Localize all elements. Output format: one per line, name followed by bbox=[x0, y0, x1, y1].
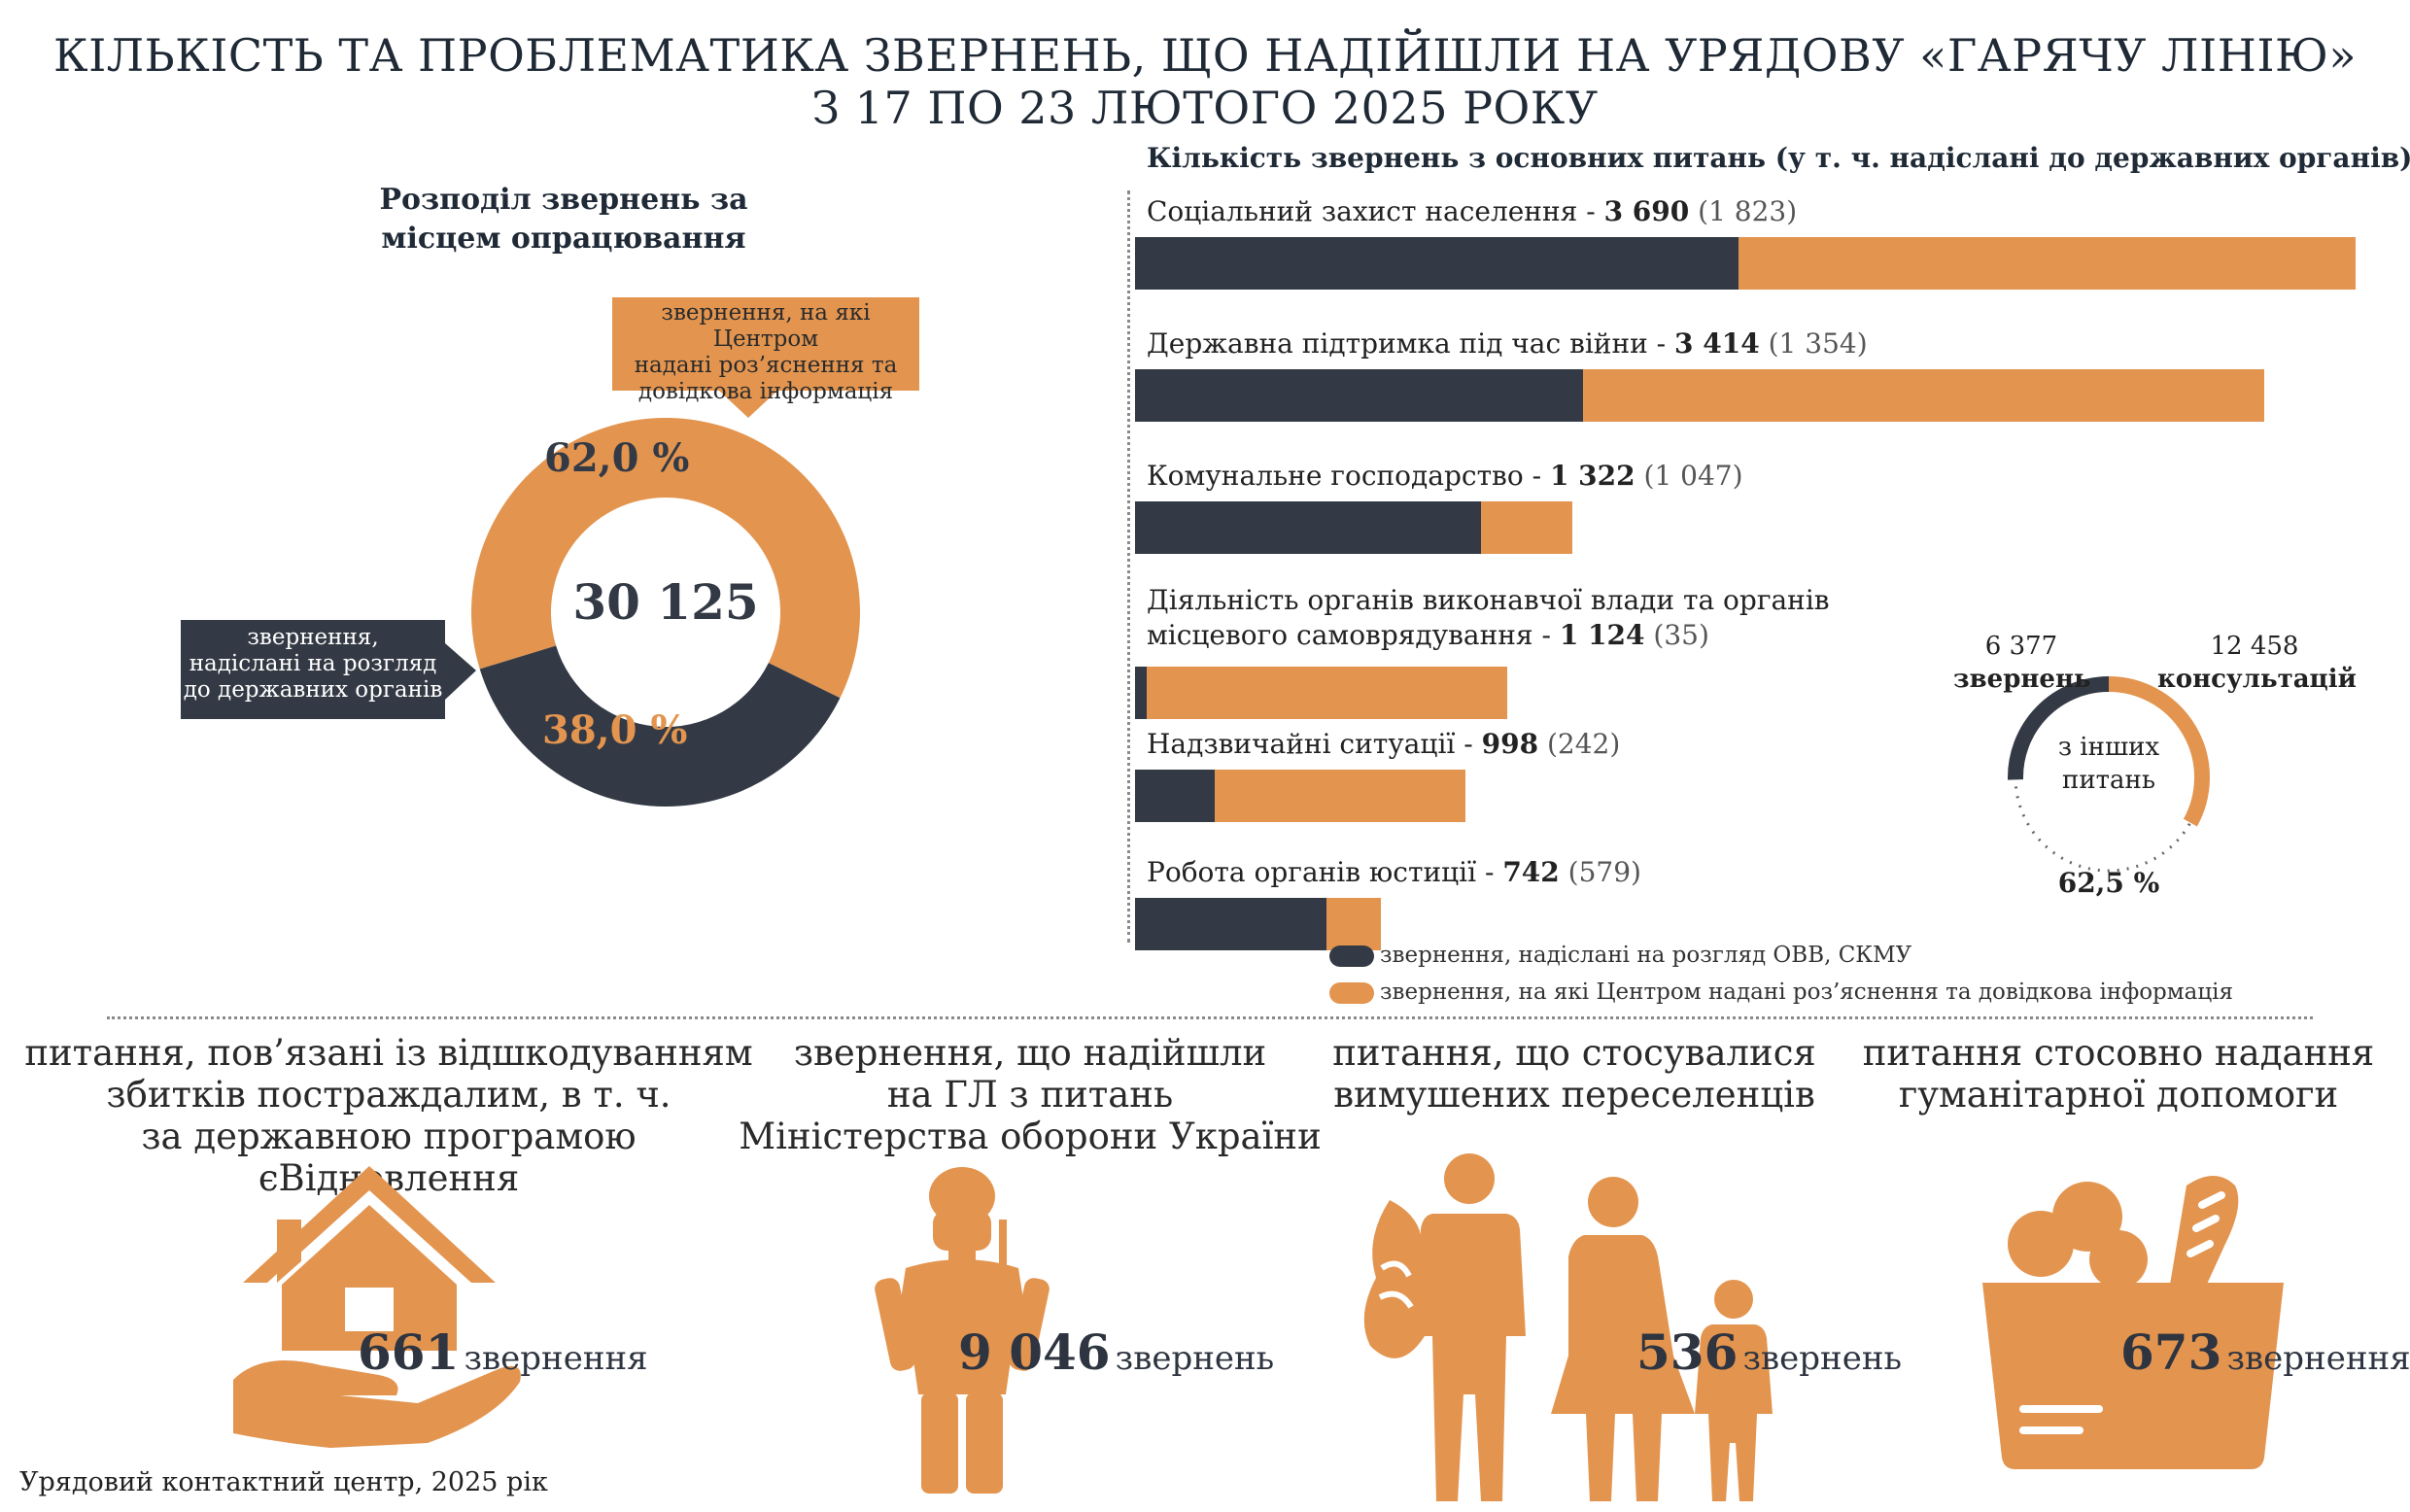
category-damage-compensation-title: питання, пов’язані із відшкодуванням зби… bbox=[24, 1032, 753, 1199]
bar-label: Надзвичайні ситуації - 998 (242) bbox=[1147, 727, 1620, 762]
footer-source: Урядовий контактний центр, 2025 рік bbox=[19, 1467, 548, 1497]
donut-total: 30 125 bbox=[572, 573, 759, 631]
title-line-1: КІЛЬКІСТЬ ТА ПРОБЛЕМАТИКА ЗВЕРНЕНЬ, ЩО Н… bbox=[52, 29, 2358, 82]
bar-category-name: місцевого самоврядування - bbox=[1147, 619, 1560, 651]
grocery-basket-icon bbox=[1982, 1176, 2284, 1469]
other-percent: 62,5 % bbox=[2057, 867, 2160, 899]
bar-segment-forwarded bbox=[1135, 898, 1327, 950]
other-arc-consultations bbox=[2108, 676, 2210, 827]
category-defense-ministry-title: звернення, що надійшли на ГЛ з питань Мі… bbox=[739, 1032, 1322, 1157]
bar-segment-explained bbox=[1215, 770, 1465, 822]
dark-callout bbox=[181, 620, 476, 719]
category-humanitarian-aid-title: питання стосовно надання гуманітарної до… bbox=[1862, 1032, 2375, 1116]
donut-heading-line-1: Розподіл звернень за bbox=[379, 183, 748, 217]
other-left-label: 6 377 звернень bbox=[1953, 632, 2091, 694]
bar-category-name: Робота органів юстиції - bbox=[1147, 856, 1503, 888]
bar-category-name: Надзвичайні ситуації - bbox=[1147, 728, 1482, 760]
bar-total-value: 1 124 bbox=[1559, 619, 1645, 651]
bar-segment-forwarded bbox=[1135, 501, 1482, 554]
bar-label: Державна підтримка під час війни - 3 414… bbox=[1147, 326, 1868, 361]
page-title: КІЛЬКІСТЬ ТА ПРОБЛЕМАТИКА ЗВЕРНЕНЬ, ЩО Н… bbox=[0, 29, 2410, 134]
bar-chart: Соціальний захист населення - 3 690 (1 8… bbox=[1135, 194, 2356, 950]
donut-slice-forwarded bbox=[479, 645, 841, 807]
bar-category-name: Соціальний захист населення - bbox=[1147, 195, 1604, 227]
other-donut bbox=[2008, 676, 2210, 873]
bar-segment-explained bbox=[1326, 898, 1381, 950]
bar-label-line: Державна підтримка під час війни - 3 414… bbox=[1147, 326, 1868, 361]
donut-heading: Розподіл звернень за місцем опрацювання bbox=[292, 181, 836, 258]
house-in-hand-icon bbox=[233, 1166, 521, 1448]
bar-total-value: 3 690 bbox=[1603, 195, 1690, 227]
bar-label: Робота органів юстиції - 742 (579) bbox=[1147, 855, 1641, 890]
category-defense-ministry-value: 9 046 звернень bbox=[958, 1323, 1275, 1381]
bar-label-line: Робота органів юстиції - 742 (579) bbox=[1147, 855, 1641, 890]
category-humanitarian-aid-value: 673 звернення bbox=[2120, 1323, 2410, 1381]
title-line-2: З 17 ПО 23 ЛЮТОГО 2025 РОКУ bbox=[811, 82, 1599, 134]
bar-label-line: Комунальне господарство - 1 322 (1 047) bbox=[1147, 459, 1743, 494]
legend-orange-label: звернення, на які Центром надані роз’ясн… bbox=[1380, 979, 2234, 1005]
bar-label: Соціальний захист населення - 3 690 (1 8… bbox=[1147, 194, 1797, 229]
bar-forwarded-value: (1 354) bbox=[1759, 327, 1868, 360]
bars-heading: Кількість звернень з основних питань (у … bbox=[1147, 142, 2410, 174]
bar-forwarded-value: (242) bbox=[1538, 728, 1621, 760]
bar-category-name: Діяльність органів виконавчої влади та о… bbox=[1147, 584, 1830, 616]
category-displaced-persons-value: 536 звернень bbox=[1636, 1323, 1902, 1381]
bar-label: Діяльність органів виконавчої влади та о… bbox=[1147, 583, 1830, 653]
bar-label-line: Надзвичайні ситуації - 998 (242) bbox=[1147, 727, 1620, 762]
bar-label-line: Діяльність органів виконавчої влади та о… bbox=[1147, 583, 1830, 618]
donut-orange-percent: 62,0 % bbox=[544, 435, 690, 481]
bar-segment-explained bbox=[1582, 369, 2265, 422]
bar-forwarded-value: (1 823) bbox=[1689, 195, 1798, 227]
bar-segment-forwarded bbox=[1135, 237, 1739, 290]
bar-total-value: 998 bbox=[1481, 728, 1539, 760]
bar-total-value: 1 322 bbox=[1549, 460, 1635, 492]
bar-category-name: Державна підтримка під час війни - bbox=[1147, 327, 1675, 360]
donut-slice-explained bbox=[470, 417, 860, 699]
bar-total-value: 742 bbox=[1502, 856, 1560, 888]
bar-category-name: Комунальне господарство - bbox=[1147, 460, 1550, 492]
bar-forwarded-value: (1 047) bbox=[1635, 460, 1743, 492]
donut-chart bbox=[181, 297, 919, 807]
bar-total-value: 3 414 bbox=[1674, 327, 1760, 360]
legend-orange-swatch bbox=[1329, 981, 1378, 1005]
bar-label-line: місцевого самоврядування - 1 124 (35) bbox=[1147, 618, 1830, 653]
bar-segment-forwarded bbox=[1135, 770, 1216, 822]
donut-dark-percent: 38,0 % bbox=[542, 707, 688, 753]
donut-ring bbox=[470, 417, 860, 807]
bar-segment-explained bbox=[1481, 501, 1572, 554]
category-damage-compensation-value: 661 звернення bbox=[358, 1323, 648, 1381]
bar-label-line: Соціальний захист населення - 3 690 (1 8… bbox=[1147, 194, 1797, 229]
category-displaced-persons-title: питання, що стосувалися вимушених пересе… bbox=[1332, 1032, 1816, 1116]
other-right-label: 12 458 консультацій bbox=[2157, 632, 2357, 694]
other-donut-arcs bbox=[2008, 676, 2210, 827]
orange-callout bbox=[612, 297, 919, 418]
other-arc-appeals bbox=[2008, 676, 2110, 780]
legend-dark-swatch bbox=[1329, 945, 1378, 968]
legend-dark-label: звернення, надіслані на розгляд ОВВ, СКМ… bbox=[1380, 943, 1912, 968]
orange-callout-text: звернення, на які Центром надані роз’ясн… bbox=[634, 300, 898, 404]
bar-segment-forwarded bbox=[1135, 369, 1583, 422]
bar-segment-explained bbox=[1146, 667, 1507, 719]
section-divider bbox=[107, 1016, 2313, 1019]
bar-forwarded-value: (35) bbox=[1644, 619, 1709, 651]
bar-segment-explained bbox=[1738, 237, 2356, 290]
bars-axis-line bbox=[1127, 190, 1130, 943]
displaced-family-icon bbox=[1363, 1153, 1773, 1501]
other-center-label: з інших питань bbox=[2057, 733, 2160, 795]
bar-segment-forwarded bbox=[1135, 667, 1147, 719]
bar-label: Комунальне господарство - 1 322 (1 047) bbox=[1147, 459, 1743, 494]
dark-callout-text: звернення, надіслані на розгляд до держа… bbox=[183, 625, 443, 703]
bar-forwarded-value: (579) bbox=[1559, 856, 1641, 888]
soldier-icon bbox=[875, 1167, 1050, 1494]
donut-heading-line-2: місцем опрацювання bbox=[381, 222, 746, 256]
